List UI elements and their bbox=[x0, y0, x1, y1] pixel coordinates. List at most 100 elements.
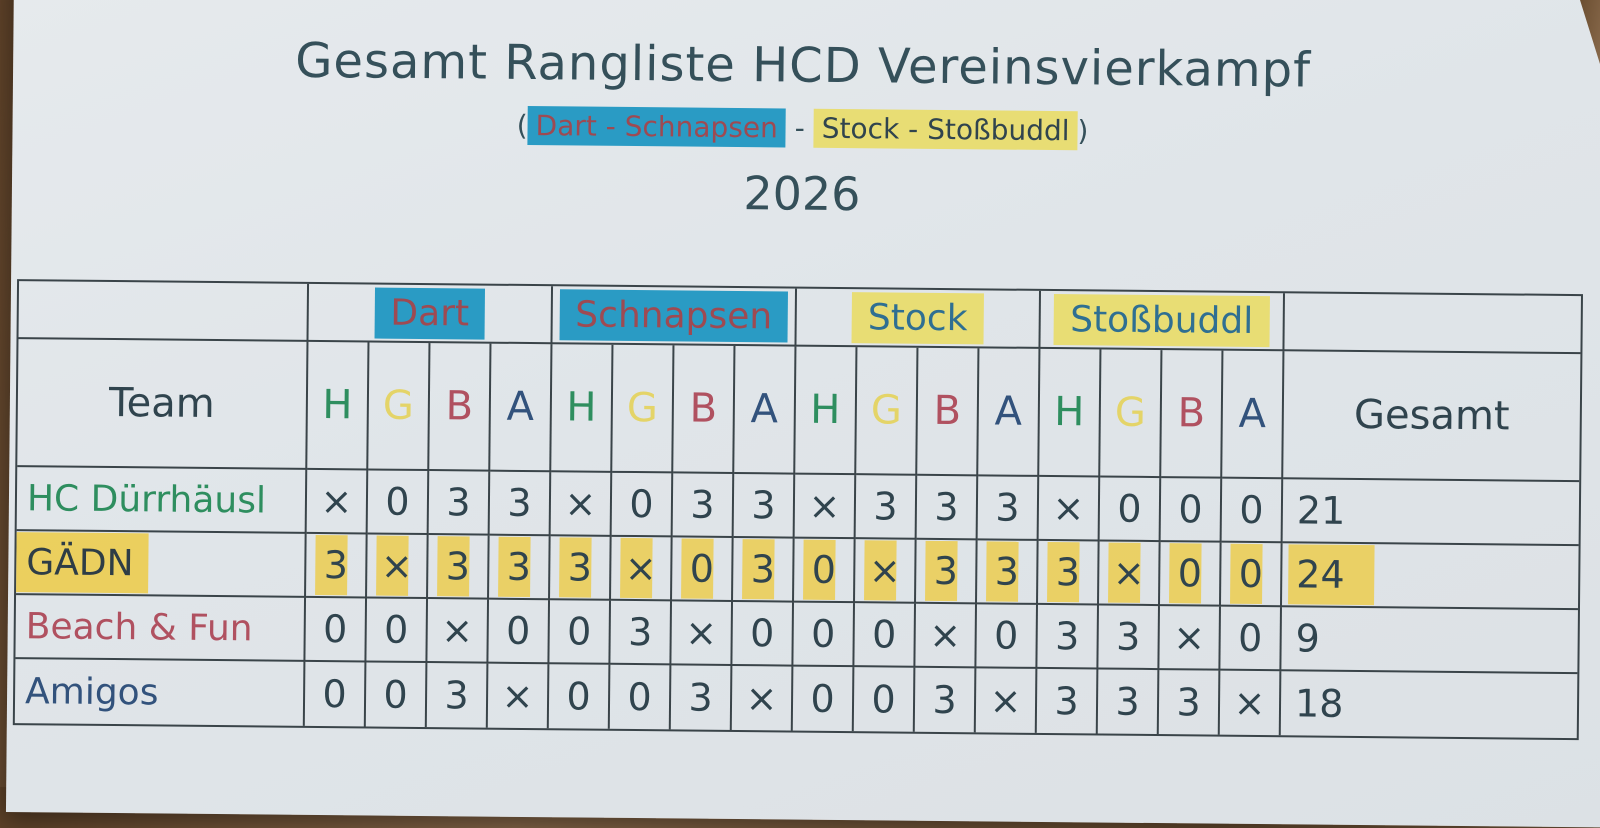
score-cell: 0 bbox=[732, 601, 795, 667]
team-name-cell: Beach & Fun bbox=[15, 595, 307, 662]
score-cell: 3 bbox=[916, 475, 979, 541]
letter-column-header: H bbox=[551, 344, 614, 473]
score-cell: 3 bbox=[489, 471, 552, 537]
gesamt-value-cell: 9 bbox=[1281, 607, 1578, 675]
letter-column-header: G bbox=[612, 344, 675, 474]
score-cell: × bbox=[611, 536, 673, 602]
score-cell: 3 bbox=[428, 535, 490, 600]
score-cell: 0 bbox=[1220, 606, 1282, 672]
score-cell: 3 bbox=[977, 476, 1040, 541]
score-cell: 0 bbox=[1099, 477, 1162, 543]
score-cell: 3 bbox=[1098, 605, 1160, 671]
score-cell: 0 bbox=[367, 470, 430, 536]
category-label: Dart bbox=[374, 287, 486, 340]
category-header-cell-stoßbuddl: Stoßbuddl bbox=[1040, 290, 1285, 352]
score-cell: 0 bbox=[611, 472, 674, 538]
letter-column-header: B bbox=[1161, 350, 1224, 479]
team-column-header: Team bbox=[17, 339, 309, 470]
score-cell: × bbox=[1098, 541, 1161, 607]
letter-column-header: A bbox=[490, 343, 553, 473]
score-cell: × bbox=[794, 474, 857, 540]
score-cell: 3 bbox=[914, 667, 977, 733]
score-cell: × bbox=[1159, 606, 1221, 671]
score-cell: 0 bbox=[793, 602, 856, 668]
letter-column-header: A bbox=[978, 348, 1041, 477]
category-header-cell-stock: Stock bbox=[796, 288, 1042, 349]
letter-column-header: H bbox=[1039, 348, 1102, 478]
score-cell: 3 bbox=[610, 600, 673, 666]
category-label: Stoßbuddl bbox=[1053, 293, 1270, 347]
score-cell: 3 bbox=[733, 473, 796, 539]
score-cell: × bbox=[550, 472, 613, 537]
score-cell: 3 bbox=[1097, 669, 1160, 735]
paper-sheet: Gesamt Rangliste HCD Vereinsvierkampf (D… bbox=[5, 0, 1600, 828]
score-cell: × bbox=[1038, 476, 1101, 542]
score-cell: 0 bbox=[794, 538, 856, 604]
team-name-cell: Amigos bbox=[14, 659, 306, 726]
letter-column-header: H bbox=[307, 341, 370, 471]
page-subtitle: (Dart - Schnapsen - Stock - Stoßbuddl) bbox=[12, 104, 1592, 152]
subtitle-open-paren: ( bbox=[516, 108, 528, 142]
year-label: 2026 bbox=[743, 166, 861, 222]
category-spacer-cell bbox=[18, 281, 310, 342]
score-cell: 0 bbox=[1159, 542, 1222, 607]
score-cell: 3 bbox=[426, 663, 489, 728]
letter-column-header: G bbox=[856, 347, 919, 476]
score-cell: 3 bbox=[855, 475, 918, 540]
subtitle-separator: - bbox=[785, 111, 814, 145]
letter-column-header: H bbox=[795, 346, 858, 476]
gesamt-value-cell: 24 bbox=[1281, 543, 1579, 611]
ranking-table: Dart Schnapsen Stock Stoßbuddl Team H G B A H G B A H… bbox=[12, 279, 1584, 741]
score-cell: × bbox=[731, 665, 794, 731]
score-cell: × bbox=[671, 601, 734, 666]
score-cell: 3 bbox=[1037, 540, 1100, 606]
score-cell: 0 bbox=[488, 599, 551, 665]
category-spacer-cell bbox=[1284, 293, 1581, 355]
score-cell: 0 bbox=[548, 664, 611, 729]
page-title: Gesamt Rangliste HCD Vereinsvierkampf bbox=[294, 32, 1312, 99]
category-label: Schnapsen bbox=[559, 288, 789, 342]
score-cell: × bbox=[915, 603, 977, 669]
category-header-cell-schnapsen: Schnapsen bbox=[552, 286, 798, 347]
score-cell: 0 bbox=[609, 664, 672, 730]
score-cell: 0 bbox=[549, 600, 612, 665]
score-cell: 0 bbox=[366, 598, 429, 664]
score-cell: × bbox=[975, 668, 1038, 733]
score-cell: × bbox=[487, 663, 550, 729]
score-cell: × bbox=[427, 599, 490, 664]
score-cell: 3 bbox=[1158, 670, 1221, 735]
score-cell: 0 bbox=[854, 603, 916, 668]
score-cell: 3 bbox=[1036, 668, 1099, 734]
score-cell: 0 bbox=[1221, 478, 1284, 544]
team-name-cell: HC Dürrhäusl bbox=[16, 467, 308, 534]
letter-column-header: A bbox=[734, 345, 797, 475]
score-cell: 3 bbox=[428, 471, 491, 536]
letter-column-header: A bbox=[1222, 350, 1285, 480]
score-cell: 0 bbox=[305, 597, 368, 663]
team-name-cell: GÄDN bbox=[16, 531, 307, 598]
score-cell: 0 bbox=[1160, 478, 1223, 543]
page-header: Gesamt Rangliste HCD Vereinsvierkampf (D… bbox=[12, 30, 1594, 228]
letter-column-header: G bbox=[368, 342, 431, 472]
score-cell: 3 bbox=[306, 533, 368, 599]
score-cell: 3 bbox=[550, 536, 612, 601]
score-cell: × bbox=[855, 539, 917, 604]
score-cell: 3 bbox=[915, 539, 978, 605]
score-cell: 0 bbox=[976, 604, 1038, 669]
category-header-cell-dart: Dart bbox=[308, 283, 554, 345]
score-cell: × bbox=[1219, 670, 1282, 736]
letter-column-header: B bbox=[673, 345, 736, 474]
letter-column-header: B bbox=[429, 343, 492, 472]
score-cell: 3 bbox=[1037, 604, 1099, 670]
score-cell: 0 bbox=[792, 666, 855, 732]
photo-of-paper-ranking: { "page": { "title": "Gesamt Rangliste H… bbox=[0, 0, 1600, 787]
score-cell: 0 bbox=[365, 662, 428, 728]
score-cell: 0 bbox=[1220, 542, 1283, 608]
subtitle-yellow-highlight-segment: Stock - Stoßbuddl bbox=[813, 108, 1078, 151]
letter-column-header: B bbox=[917, 347, 980, 477]
gesamt-value-cell: 18 bbox=[1294, 681, 1344, 726]
score-cell: 3 bbox=[733, 537, 795, 603]
score-cell: 3 bbox=[670, 665, 733, 730]
subtitle-close-paren: ) bbox=[1077, 114, 1089, 148]
score-cell: × bbox=[367, 534, 429, 600]
